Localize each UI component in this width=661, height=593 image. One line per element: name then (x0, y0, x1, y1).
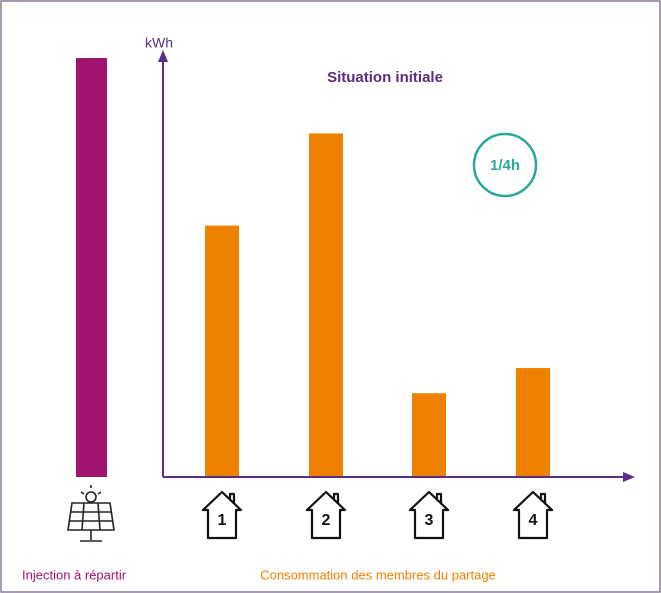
y-axis-arrow (158, 50, 168, 62)
house-icon (512, 490, 554, 540)
x-tick-label: 2 (322, 512, 331, 529)
badge-text: 1/4h (490, 157, 520, 174)
bar (309, 133, 343, 478)
bar (205, 225, 239, 477)
x-tick-label: 4 (529, 512, 538, 529)
house-icon (305, 490, 347, 540)
consumption-label: Consommation des membres du partage (260, 567, 496, 582)
house-icon (201, 490, 243, 540)
house-icon (408, 490, 450, 540)
injection-label: Injection à répartir (22, 567, 127, 582)
bar (412, 393, 446, 477)
y-axis-label: kWh (145, 35, 173, 51)
chart-title: Situation initiale (327, 69, 443, 86)
injection-bar (76, 58, 107, 477)
x-tick-label: 1 (218, 512, 227, 529)
solar-panel-icon (67, 485, 115, 542)
x-axis-arrow (623, 472, 635, 482)
badge-circle (472, 132, 538, 198)
x-tick-label: 3 (425, 512, 434, 529)
bar (516, 368, 550, 477)
